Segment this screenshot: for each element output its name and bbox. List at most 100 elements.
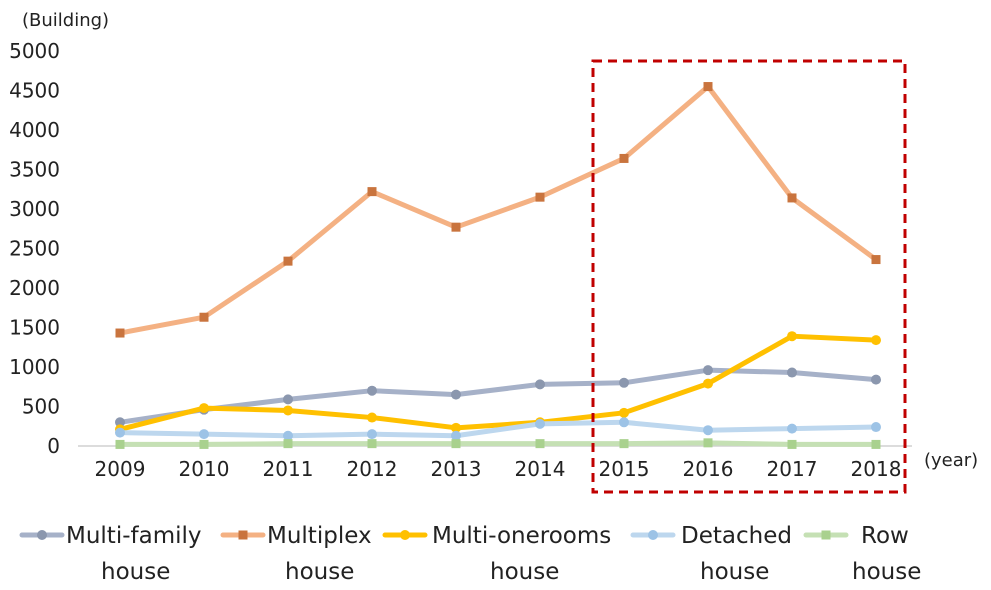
x-axis: 2009 2010 2011 2012 2013 2014 2015 2016 2017 2018 (95, 457, 902, 481)
x-tick-label: 2018 (851, 457, 902, 481)
data-point (703, 82, 713, 92)
x-tick-label: 2014 (515, 457, 566, 481)
y-tick-label: 2500 (9, 237, 60, 261)
data-point (787, 367, 797, 378)
data-point (451, 439, 461, 449)
series-group (115, 82, 881, 449)
legend-marker (238, 530, 248, 540)
data-point (703, 438, 713, 448)
data-point (115, 417, 125, 428)
highlight-box (591, 59, 907, 494)
data-point (115, 328, 125, 338)
y-tick-label: 500 (22, 395, 60, 419)
legend-item: Detached house (630, 523, 792, 585)
data-point (115, 427, 125, 438)
data-point (619, 153, 629, 163)
x-tick-label: 2015 (599, 457, 650, 481)
series-line (117, 333, 879, 432)
data-point (787, 193, 797, 203)
data-point (871, 374, 881, 385)
series-0 (115, 365, 881, 428)
x-tick-label: 2012 (347, 457, 398, 481)
y-tick-label: 3500 (9, 158, 60, 182)
y-tick-label: 1000 (9, 355, 60, 379)
x-tick-label: 2016 (683, 457, 734, 481)
data-point (367, 385, 377, 396)
y-tick-label: 4000 (9, 118, 60, 142)
legend-label: Detached (681, 523, 792, 549)
y-tick-label: 2000 (9, 276, 60, 300)
y-tick-label: 3000 (9, 197, 60, 221)
legend-label-line2: house (285, 559, 354, 585)
data-point (451, 222, 461, 232)
data-point (535, 379, 545, 390)
data-point (367, 187, 377, 197)
data-point (199, 403, 209, 414)
data-point (619, 439, 629, 449)
y-tick-label: 0 (47, 434, 60, 458)
legend-label: Multi-family (66, 523, 202, 549)
legend-item: Multi-family house (19, 523, 202, 585)
data-point (451, 422, 461, 433)
data-point (199, 312, 209, 322)
series-2 (115, 331, 881, 435)
data-point (619, 377, 629, 388)
series-4 (115, 438, 881, 449)
legend: Multi-familyhouseMultiplexhouseMulti-one… (19, 523, 921, 585)
data-point (619, 417, 629, 428)
legend-marker (648, 530, 658, 540)
y-tick-label: 1500 (9, 316, 60, 340)
data-point (703, 425, 713, 436)
data-point (787, 331, 797, 342)
y-axis-unit-label: (Building) (22, 10, 109, 31)
data-point (871, 335, 881, 346)
data-point (283, 439, 293, 449)
legend-label: Multi-onerooms (432, 523, 611, 549)
legend-label-line2: house (852, 559, 921, 585)
legend-item: Row house (803, 523, 921, 585)
x-tick-label: 2013 (431, 457, 482, 481)
legend-item: Multiplex house (220, 523, 372, 585)
x-tick-label: 2009 (95, 457, 146, 481)
legend-item: Multi-onerooms house (382, 523, 611, 585)
y-axis: 0 500 1000 1500 2000 2500 3000 3500 4000 4500 5000 (9, 39, 60, 458)
legend-label: Multiplex (267, 523, 372, 549)
y-tick-label: 4500 (9, 79, 60, 103)
data-point (283, 394, 293, 405)
series-3 (115, 417, 881, 441)
series-line (117, 84, 879, 336)
legend-label-line2: house (101, 559, 170, 585)
data-point (871, 422, 881, 433)
x-axis-unit-label: (year) (924, 450, 978, 471)
data-point (451, 430, 461, 441)
data-point (367, 429, 377, 440)
data-point (115, 439, 125, 449)
series-line (117, 419, 879, 439)
data-point (535, 418, 545, 429)
x-tick-label: 2017 (767, 457, 818, 481)
data-point (367, 412, 377, 423)
data-point (199, 429, 209, 440)
x-tick-label: 2011 (263, 457, 314, 481)
series-line (117, 367, 879, 425)
data-point (451, 389, 461, 400)
data-point (199, 439, 209, 449)
series-1 (115, 82, 881, 338)
legend-label-line2: house (490, 559, 559, 585)
legend-marker (37, 530, 47, 540)
data-point (871, 255, 881, 265)
legend-marker (400, 530, 410, 540)
data-point (871, 439, 881, 449)
legend-label-line2: house (700, 559, 769, 585)
data-point (787, 423, 797, 434)
data-point (535, 192, 545, 202)
data-point (367, 439, 377, 449)
data-point (619, 407, 629, 418)
x-tick-label: 2010 (179, 457, 230, 481)
data-point (535, 439, 545, 449)
data-point (283, 256, 293, 266)
data-point (703, 378, 713, 389)
series-line (117, 440, 879, 447)
data-point (703, 365, 713, 376)
